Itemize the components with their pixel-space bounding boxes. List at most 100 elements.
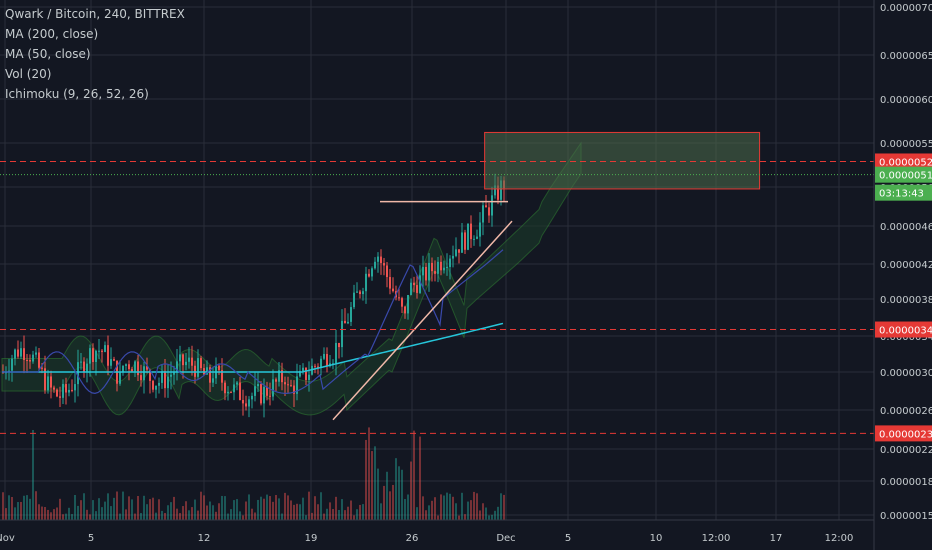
volume-bar [83,493,85,520]
volume-bar [200,491,202,520]
volume-bar [35,491,37,520]
volume-bar [494,510,496,520]
candle-body [455,249,457,256]
price-label-box [875,321,932,338]
chart-grid [0,0,874,520]
volume-bar [41,506,43,520]
volume-bar [257,499,259,520]
price-label-box [875,425,932,442]
volume-bar [389,491,391,520]
candle-body [374,261,376,269]
volume-bar [251,508,253,520]
candle-body [278,370,280,382]
candle-body [422,266,424,276]
candle-body [494,185,496,196]
volume-bar [14,507,16,520]
candle-body [437,261,439,274]
candle-body [218,365,220,371]
candle-body [71,389,73,391]
candle-body [35,352,37,355]
volume-bar [365,439,367,520]
indicator-ichimoku[interactable]: Ichimoku (9, 26, 52, 26) [5,87,149,101]
indicator-vol[interactable]: Vol (20) [5,67,52,81]
volume-bar [305,515,307,520]
candle-body [95,350,97,362]
ma200-line [2,322,504,373]
volume-bar [152,497,154,520]
volume-bar [275,495,277,520]
volume-bar [167,505,169,520]
volume-bar [410,461,412,520]
volume-bar [140,513,142,520]
volume-bar [350,500,352,520]
volume-bar [263,498,265,520]
volume-bar [89,514,91,520]
volume-bar [482,503,484,520]
x-tick-label: 19 [305,533,318,544]
y-tick-label: 0.00000150 [880,511,932,522]
candle-body [317,366,319,368]
candle-body [425,266,427,281]
volume-bar [338,509,340,520]
volume-bar [488,515,490,520]
volume-bar [278,498,280,520]
candle-body [197,358,199,377]
volume-bar [308,491,310,520]
candle-body [212,378,214,383]
candle-body [167,376,169,389]
candle-body [446,266,448,268]
price-label: 0.00000529 [879,157,932,168]
candle-body [11,358,13,371]
volume-bar [503,494,505,520]
volume-bar [158,499,160,520]
volume-bar [65,513,67,520]
volume-bar [170,502,172,520]
volume-bar [17,502,19,520]
volume-bar [287,495,289,520]
volume-bar [218,503,220,520]
candle-body [179,354,181,362]
price-label: 0.00000514 [879,171,932,182]
volume-bar [77,505,79,520]
candle-body [314,365,316,367]
price-label-box [875,166,932,183]
candle-body [44,368,46,391]
candle-body [497,185,499,200]
volume-bar [122,491,124,520]
candle-body [242,400,244,404]
volume-bar [458,515,460,520]
candle-body [398,297,400,299]
indicator-ma200[interactable]: MA (200, close) [5,27,99,41]
volume-bar [38,504,40,520]
candle-body [341,320,343,348]
indicator-ma50[interactable]: MA (50, close) [5,47,91,61]
volume-bar [107,493,109,520]
candle-body [281,370,283,383]
candle-body [356,291,358,293]
candle-body [29,360,31,362]
candle-body [485,205,487,208]
candle-body [236,382,238,385]
candle-body [251,395,253,400]
candle-body [161,371,163,383]
candle-body [443,267,445,271]
volume-bar [227,513,229,520]
candle-body [158,382,160,386]
volume-bar [479,510,481,520]
volume-bar [233,500,235,520]
volume-bar [98,498,100,520]
volume-bar [437,515,439,520]
x-tick-label: Dec [496,533,515,544]
volume-bar [398,466,400,520]
volume-bar [86,509,88,520]
candle-body [299,371,301,377]
volume-bar [374,446,376,520]
candle-body [59,396,61,398]
volume-bar [29,498,31,520]
price-label-box [875,184,932,201]
volume-bar [335,496,337,520]
